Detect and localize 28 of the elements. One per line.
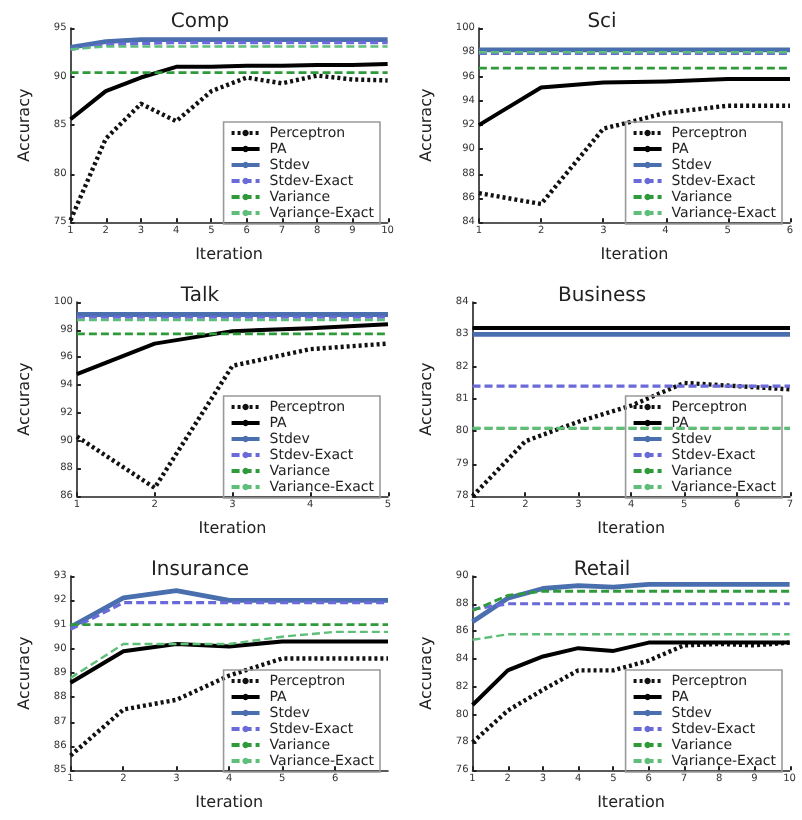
chart-title: Talk	[178, 285, 220, 307]
x-axis-title: Iteration	[597, 519, 666, 537]
y-axis-title: Accuracy	[417, 636, 435, 710]
line-series	[74, 322, 390, 377]
x-axis-title: Iteration	[600, 245, 669, 263]
x-axis-title: Iteration	[195, 793, 264, 811]
chart-title: Insurance	[150, 559, 250, 581]
chart-title: Retail	[573, 559, 631, 581]
line-series	[476, 76, 792, 128]
y-axis-title: Accuracy	[417, 88, 435, 162]
x-axis-title: Iteration	[195, 245, 264, 263]
y-axis-title: Accuracy	[15, 362, 33, 436]
y-axis-title: Accuracy	[417, 362, 435, 436]
chart-title: Sci	[587, 11, 617, 33]
line-series	[68, 61, 390, 122]
line-series	[476, 103, 793, 207]
line-series	[470, 640, 792, 707]
chart-title: Business	[557, 285, 647, 307]
y-axis-title: Accuracy	[15, 88, 33, 162]
x-axis-title: Iteration	[597, 793, 666, 811]
chart-title: Comp	[170, 11, 230, 33]
line-series	[68, 656, 391, 758]
line-series	[68, 588, 391, 630]
line-series	[74, 341, 391, 491]
y-axis-title: Accuracy	[15, 636, 33, 710]
line-series	[68, 639, 390, 685]
line-series	[470, 581, 793, 625]
x-axis-title: Iteration	[198, 519, 267, 537]
